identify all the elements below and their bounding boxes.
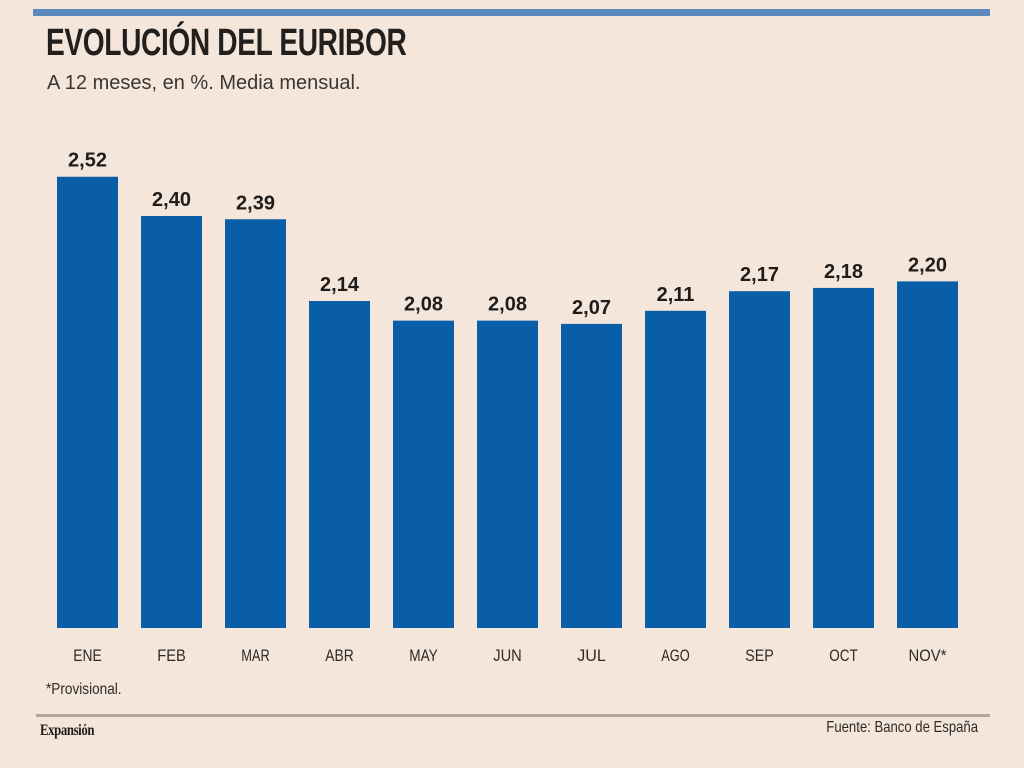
x-tick-label: MAY (409, 646, 438, 665)
top-rule (33, 9, 990, 16)
x-tick-label: JUN (493, 646, 522, 665)
x-tick-label: FEB (157, 646, 186, 665)
footnote: *Provisional. (46, 681, 122, 698)
bottom-rule (36, 714, 990, 717)
value-label: 2,08 (488, 294, 527, 316)
bar-may (393, 320, 454, 628)
bar-mar (225, 219, 286, 628)
bar-feb (141, 215, 202, 629)
value-label: 2,18 (824, 261, 863, 283)
value-label: 2,39 (236, 192, 275, 214)
value-label: 2,52 (68, 150, 107, 172)
value-label: 2,17 (740, 264, 779, 286)
x-tick-label: OCT (829, 646, 858, 665)
x-tick-label: MAR (241, 646, 270, 665)
chart-title: EVOLUCIÓN DEL EURIBOR (46, 22, 407, 64)
value-label: 2,11 (657, 284, 695, 306)
bar-ene (57, 176, 118, 629)
x-tick-label: SEP (745, 646, 774, 665)
x-tick-label: ENE (73, 646, 102, 665)
brand-logo: Expansión (40, 722, 95, 739)
value-label: 2,20 (908, 254, 947, 276)
value-label: 2,40 (152, 189, 191, 211)
value-label: 2,14 (320, 274, 360, 296)
bar-jun (477, 320, 538, 628)
x-tick-label: NOV* (909, 646, 947, 665)
chart-subtitle: A 12 meses, en %. Media mensual. (47, 72, 361, 94)
source-note: Fuente: Banco de España (826, 719, 978, 736)
value-label: 2,08 (404, 294, 443, 316)
bar-oct (813, 287, 874, 628)
x-tick-label: AGO (661, 646, 690, 665)
bar-abr (309, 301, 370, 628)
x-tick-label: JUL (577, 646, 606, 665)
bar-jul (561, 323, 622, 628)
bar-ago (645, 310, 706, 628)
x-tick-label: ABR (325, 646, 354, 665)
bar-sep (729, 291, 790, 628)
value-label: 2,07 (572, 297, 611, 319)
bar-nov (897, 281, 958, 628)
